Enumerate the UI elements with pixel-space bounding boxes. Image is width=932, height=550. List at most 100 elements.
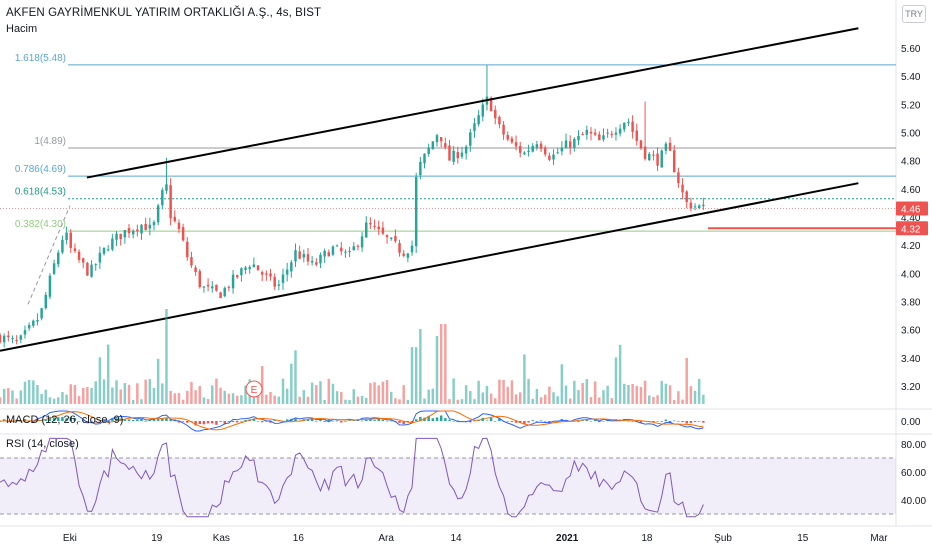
candle-body xyxy=(206,284,210,287)
volume-bar xyxy=(360,395,364,404)
macd-bar xyxy=(140,418,143,421)
macd-bar xyxy=(202,421,206,425)
volume-bar xyxy=(485,385,489,404)
candle-body xyxy=(19,335,23,340)
candle-body xyxy=(639,140,643,149)
candle-body xyxy=(152,221,156,226)
macd-bar xyxy=(598,421,601,423)
candle-body xyxy=(618,128,622,134)
macd-bar xyxy=(57,417,60,421)
volume-bar xyxy=(702,394,705,404)
volume-bar xyxy=(306,396,310,404)
candle-body xyxy=(335,245,339,247)
x-tick-label: Ara xyxy=(378,533,394,544)
volume-bar xyxy=(564,385,568,404)
macd-bar xyxy=(32,421,35,423)
volume-bar xyxy=(639,387,643,404)
volume-bar xyxy=(456,399,460,404)
x-tick-label: 18 xyxy=(641,533,653,544)
macd-bar xyxy=(244,420,247,421)
candle-body xyxy=(685,191,688,202)
candle-body xyxy=(356,245,360,247)
candle-body xyxy=(677,172,680,184)
y-tick-label: 5.60 xyxy=(901,44,921,55)
candle-body xyxy=(215,284,218,291)
macd-bar xyxy=(161,418,164,421)
macd-bar xyxy=(231,421,235,423)
volume-bar xyxy=(15,398,18,404)
candle-body xyxy=(439,137,443,142)
candle-body xyxy=(131,230,135,235)
candle-body xyxy=(202,286,206,288)
volume-bar xyxy=(23,381,27,404)
volume-bar xyxy=(635,385,639,404)
volume-bar xyxy=(477,380,480,404)
candle-body xyxy=(656,153,659,166)
candle-body xyxy=(173,216,177,222)
candle-body xyxy=(90,264,93,277)
currency-button[interactable]: TRY xyxy=(902,5,926,23)
x-tick-label: 15 xyxy=(797,533,809,544)
macd-bar xyxy=(169,419,172,421)
volume-bar xyxy=(689,386,693,404)
volume-bar xyxy=(539,397,543,404)
macd-bar xyxy=(181,421,185,422)
volume-bar xyxy=(502,380,505,404)
x-tick-label: Eki xyxy=(63,533,77,544)
macd-bar xyxy=(398,421,401,423)
volume-bar xyxy=(585,379,589,404)
candle-body xyxy=(2,335,6,343)
x-tick-label: 2021 xyxy=(556,533,579,544)
volume-bar xyxy=(560,364,564,404)
macd-bar xyxy=(410,421,414,423)
candle-body xyxy=(602,135,605,140)
volume-bar xyxy=(481,392,485,404)
macd-bar xyxy=(136,419,139,421)
candle-body xyxy=(502,124,505,135)
fib-level-label: 1(4.89) xyxy=(34,136,66,147)
candle-body xyxy=(315,262,318,265)
macd-bar xyxy=(36,419,39,421)
candle-body xyxy=(398,243,401,253)
macd-bar xyxy=(369,418,372,421)
volume-bar xyxy=(406,399,410,404)
rsi-level-label: 80.00 xyxy=(901,440,926,451)
candle-body xyxy=(52,263,56,274)
volume-bar xyxy=(423,398,426,404)
candle-body xyxy=(610,133,614,135)
channel-upper-line xyxy=(86,27,859,179)
macd-bar xyxy=(469,421,472,423)
macd-bar xyxy=(315,421,318,422)
volume-bar xyxy=(598,397,601,404)
volume-bar xyxy=(19,390,23,404)
candle-body xyxy=(11,338,14,340)
candle-body xyxy=(477,115,480,125)
macd-bar xyxy=(535,421,539,422)
candle-body xyxy=(539,143,543,149)
candle-body xyxy=(631,121,634,132)
candle-body xyxy=(161,190,164,206)
candle-body xyxy=(73,248,77,252)
volume-bar xyxy=(464,385,468,404)
volume-bar xyxy=(652,396,655,404)
volume-bar xyxy=(448,399,451,404)
macd-bar xyxy=(639,421,643,423)
candle-body xyxy=(435,135,439,143)
candle-body xyxy=(81,258,85,263)
fib-anchor-line xyxy=(27,205,71,305)
y-tick-label: 3.40 xyxy=(901,354,921,365)
candle-body xyxy=(319,254,322,264)
volume-bars xyxy=(0,309,705,404)
candle-body xyxy=(211,286,214,289)
volume-bar xyxy=(48,397,52,404)
volume-bar xyxy=(614,357,618,404)
candle-body xyxy=(464,146,468,154)
macd-bar xyxy=(444,418,447,421)
candle-body xyxy=(77,251,81,260)
candle-body xyxy=(127,228,131,234)
candle-body xyxy=(448,145,451,161)
macd-bar xyxy=(581,420,584,421)
volume-bar xyxy=(186,390,189,404)
y-tick-label: 5.20 xyxy=(901,100,921,111)
